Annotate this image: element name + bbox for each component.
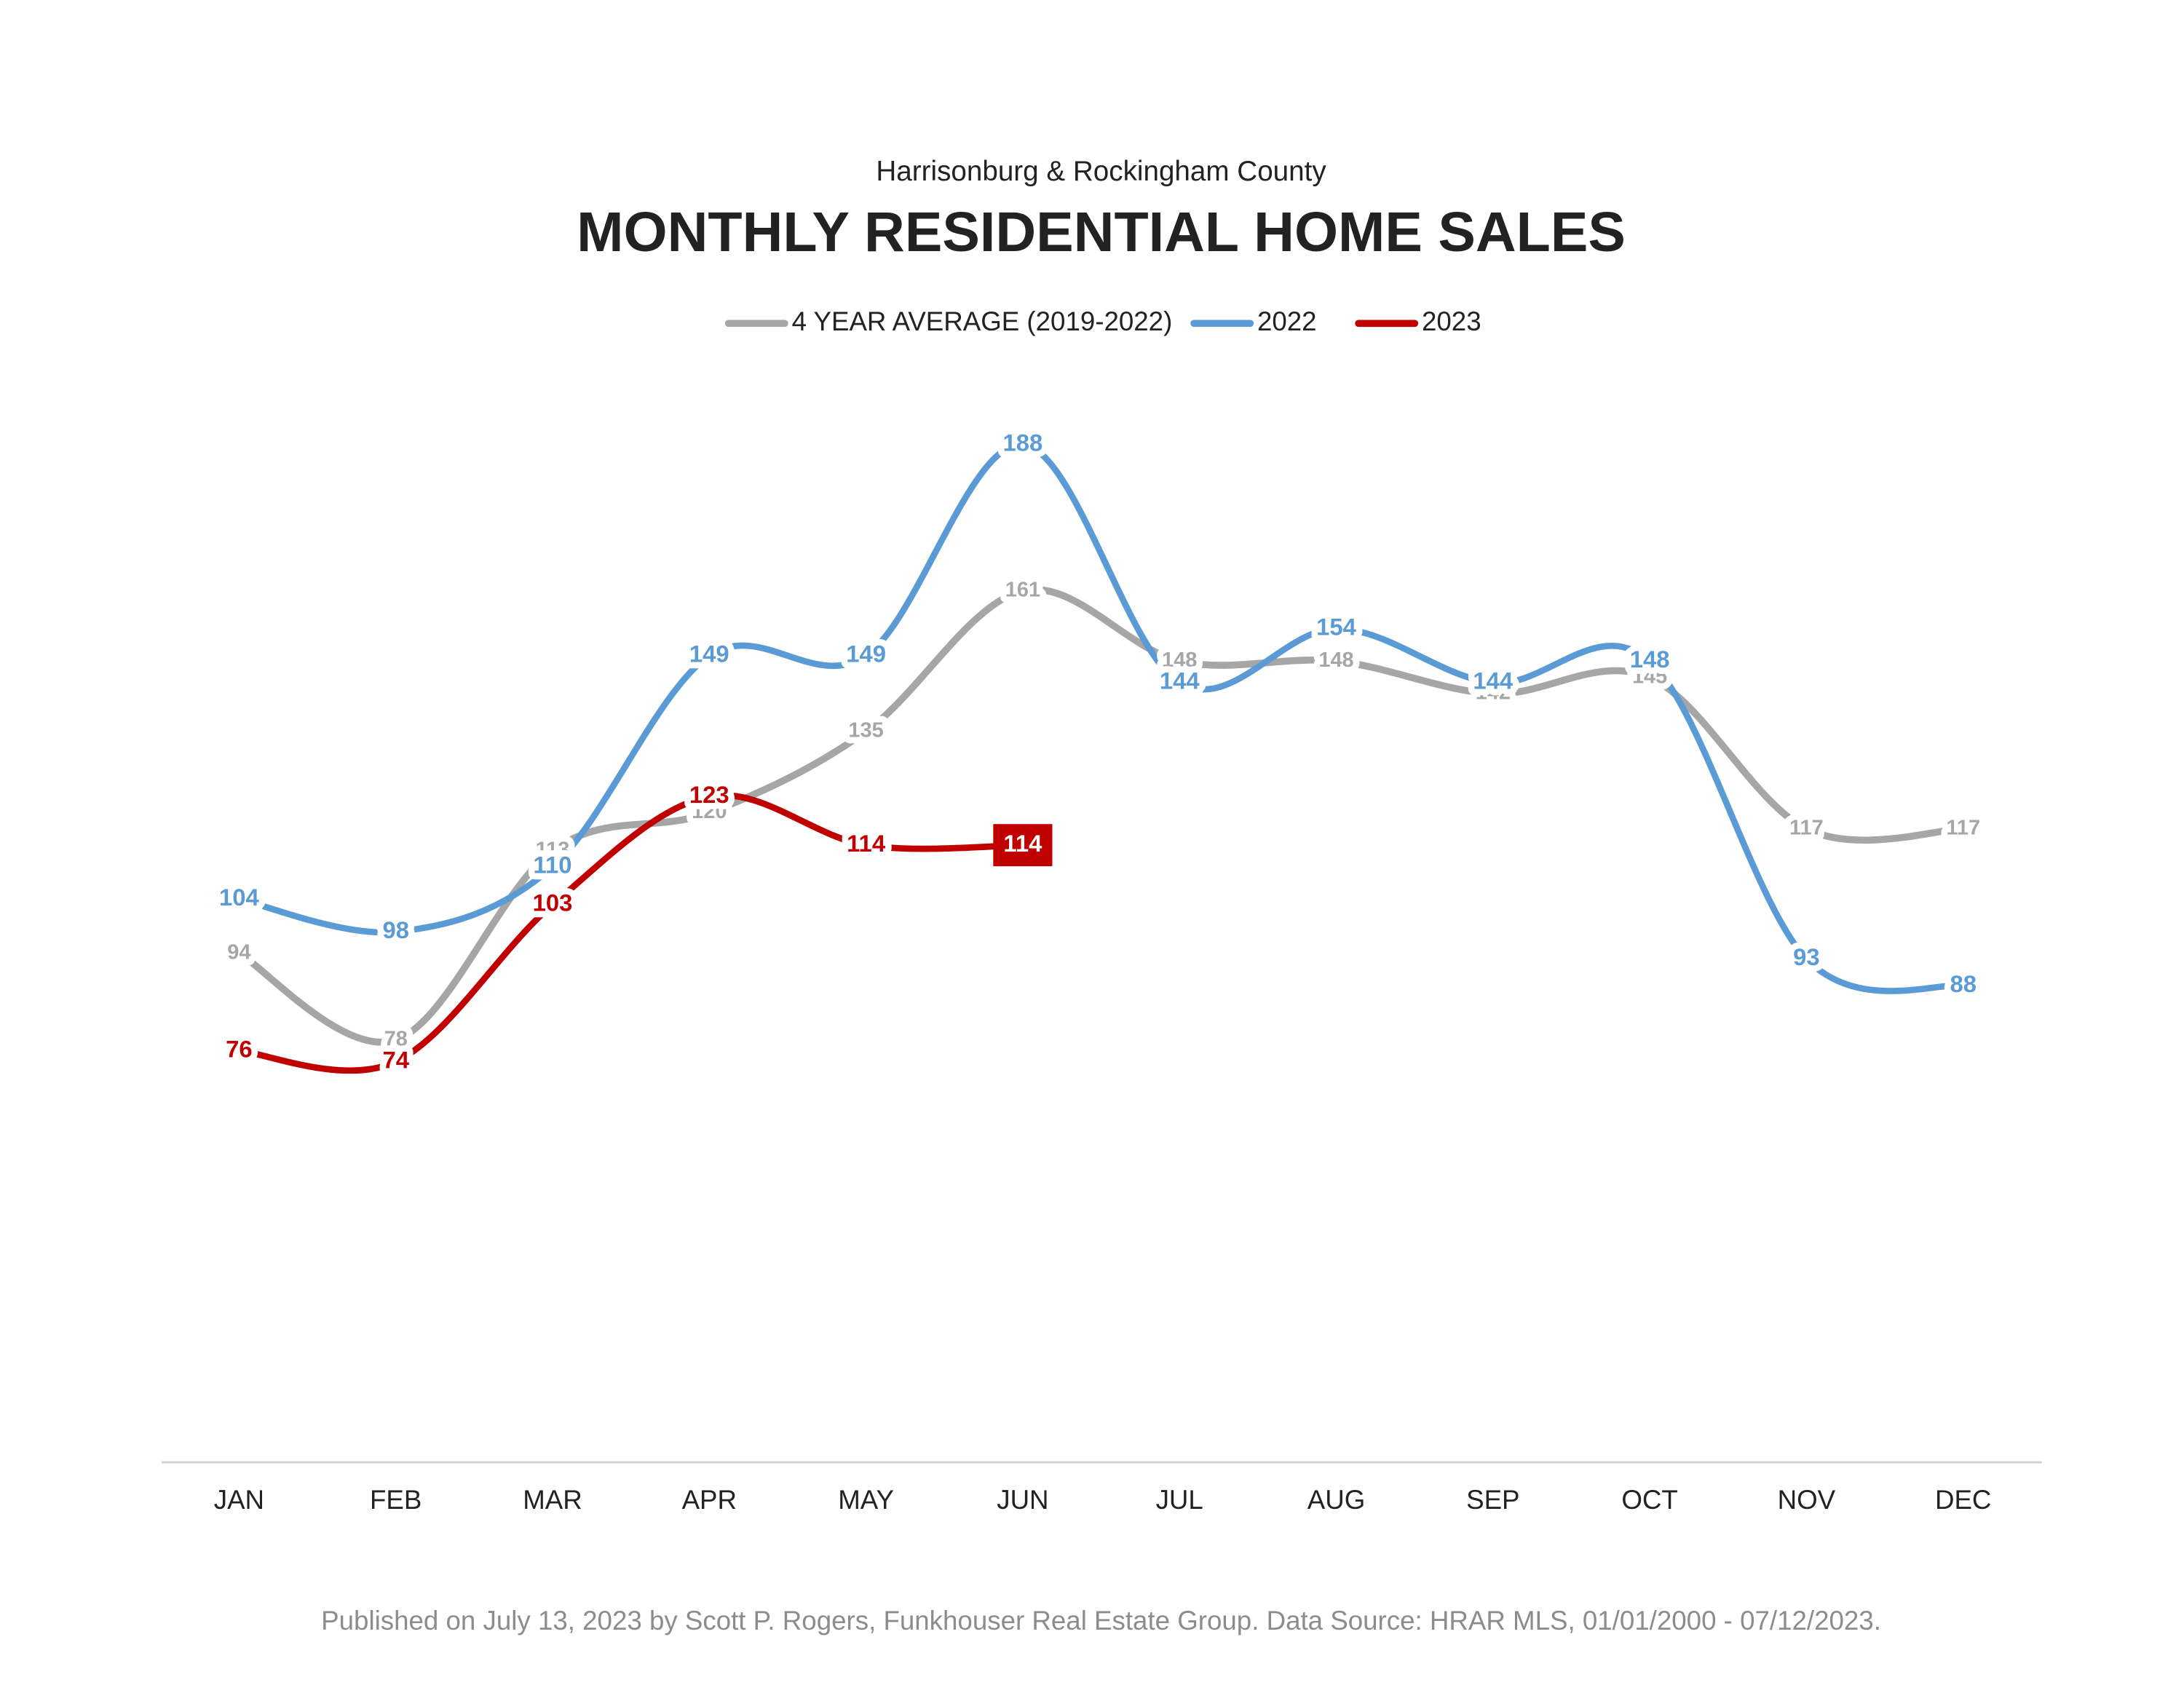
x-tick-label: MAY bbox=[838, 1485, 894, 1515]
x-tick-label: FEB bbox=[370, 1485, 422, 1515]
data-label: 104 bbox=[219, 884, 260, 911]
data-label: 161 bbox=[1005, 578, 1040, 601]
series-line bbox=[236, 792, 1026, 1074]
data-label: 74 bbox=[382, 1046, 409, 1073]
x-tick-label: AUG bbox=[1307, 1485, 1366, 1515]
data-label: 148 bbox=[1630, 646, 1670, 673]
x-tick-label: OCT bbox=[1621, 1485, 1677, 1515]
data-label: 114 bbox=[1003, 830, 1042, 857]
x-tick-label: SEP bbox=[1466, 1485, 1519, 1515]
data-label: 135 bbox=[848, 719, 883, 742]
x-tick-label: MAR bbox=[523, 1485, 582, 1515]
data-label: 154 bbox=[1316, 613, 1357, 640]
x-tick-label: DEC bbox=[1935, 1485, 1991, 1515]
highlight-box bbox=[993, 824, 1053, 867]
x-tick-label: JUL bbox=[1156, 1485, 1203, 1515]
data-label: 98 bbox=[382, 916, 409, 943]
data-label: 93 bbox=[1793, 943, 1820, 970]
data-label: 148 bbox=[1318, 649, 1353, 672]
data-label: 144 bbox=[1160, 667, 1200, 694]
series-line bbox=[236, 441, 1967, 994]
x-tick-label: NOV bbox=[1778, 1485, 1836, 1515]
x-tick-label: JUN bbox=[997, 1485, 1048, 1515]
x-tick-label: APR bbox=[682, 1485, 737, 1515]
data-label: 117 bbox=[1789, 817, 1824, 840]
data-label: 114 bbox=[847, 830, 886, 857]
data-label: 117 bbox=[1946, 817, 1980, 840]
chart-title: MONTHLY RESIDENTIAL HOME SALES bbox=[577, 201, 1626, 263]
legend-label: 4 YEAR AVERAGE (2019-2022) bbox=[792, 306, 1173, 336]
legend-label: 2022 bbox=[1257, 306, 1317, 336]
footnote: Published on July 13, 2023 by Scott P. R… bbox=[321, 1606, 1881, 1636]
data-label: 149 bbox=[689, 641, 729, 667]
data-label: 110 bbox=[534, 852, 572, 879]
data-label: 103 bbox=[533, 889, 573, 916]
chart-subtitle: Harrisonburg & Rockingham County bbox=[876, 156, 1326, 187]
data-label: 88 bbox=[1950, 970, 1977, 997]
data-label: 76 bbox=[226, 1035, 253, 1062]
data-label: 149 bbox=[846, 641, 886, 667]
data-label: 144 bbox=[1473, 667, 1514, 694]
data-label: 123 bbox=[689, 781, 729, 808]
data-label: 94 bbox=[227, 941, 250, 964]
data-label: 188 bbox=[1003, 429, 1043, 456]
legend-label: 2023 bbox=[1422, 306, 1481, 336]
x-tick-label: JAN bbox=[214, 1485, 264, 1515]
